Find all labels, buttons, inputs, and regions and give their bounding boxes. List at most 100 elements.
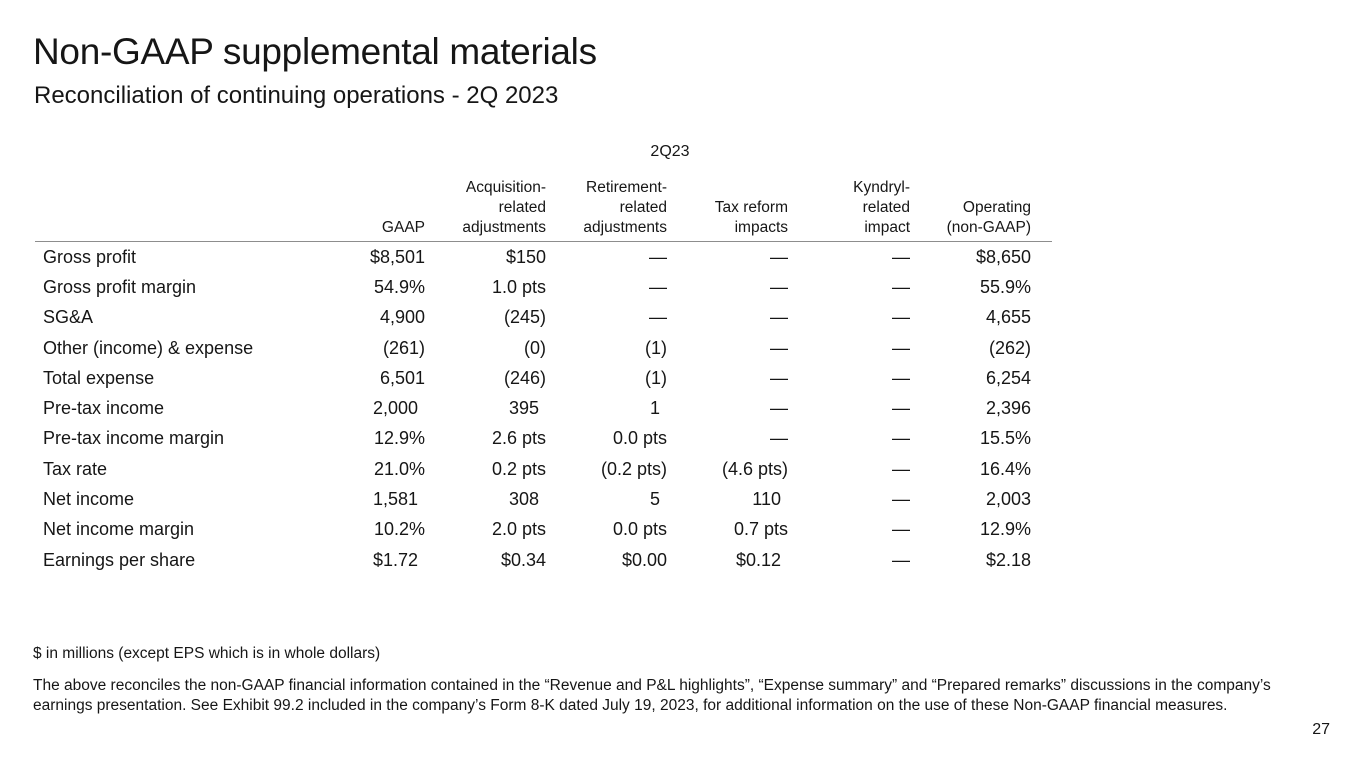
cell-operating: 6,254 (985, 367, 1031, 388)
disclaimer-text: The above reconciles the non-GAAP financ… (33, 677, 1271, 714)
cell-operating: 16.4% (979, 458, 1031, 479)
cell-tax-reform: $0.12 (735, 549, 781, 570)
cell-acquisition: $150 (505, 246, 546, 267)
cell-tax-reform: 110 (752, 489, 781, 510)
column-header-acquisition: Acquisition- related adjustments (446, 170, 567, 242)
cell-retirement: 0.0 pts (612, 428, 667, 449)
cell-tax-reform: 0.7 pts (733, 519, 788, 540)
cell-acquisition: (245) (503, 307, 546, 328)
cell-operating: 55.9% (979, 276, 1031, 297)
column-header-retirement: Retirement- related adjustments (567, 170, 688, 242)
cell-gaap: 10.2% (373, 519, 425, 540)
cell-retirement: (0.2 pts) (600, 458, 667, 479)
cell-gaap: 2,000 (372, 398, 418, 419)
cell-kyndryl: — (892, 398, 910, 419)
cell-retirement: — (649, 307, 667, 328)
row-label: Pre-tax income margin (43, 428, 225, 449)
cell-retirement: 0.0 pts (612, 519, 667, 540)
row-label: Gross profit (43, 246, 137, 267)
page-number: 27 (1312, 721, 1330, 738)
cell-operating: 12.9% (979, 519, 1031, 540)
column-header-label (35, 170, 330, 242)
table-row: SG&A 4,900 (245) — — — 4,655 (35, 303, 1052, 333)
cell-acquisition: 395 (508, 398, 539, 419)
cell-acquisition: 0.2 pts (491, 458, 546, 479)
cell-gaap: $8,501 (369, 246, 425, 267)
cell-kyndryl: — (892, 367, 910, 388)
table-header-row: GAAP Acquisition- related adjustments Re… (35, 170, 1052, 242)
cell-kyndryl: — (892, 519, 910, 540)
row-label: Net income margin (43, 519, 195, 540)
cell-acquisition: $0.34 (500, 549, 546, 570)
table-row: Earnings per share $1.72 $0.34 $0.00 $0.12 — $… (35, 545, 1052, 575)
table-row: Tax rate 21.0% 0.2 pts (0.2 pts) (4.6 pts) — 1… (35, 454, 1052, 484)
cell-gaap: 12.9% (373, 428, 425, 449)
row-label: Pre-tax income (43, 398, 165, 419)
cell-kyndryl: — (892, 276, 910, 297)
cell-kyndryl: — (892, 489, 910, 510)
cell-acquisition: 1.0 pts (491, 276, 546, 297)
cell-gaap: 1,581 (372, 489, 418, 510)
cell-gaap: 54.9% (373, 276, 425, 297)
table-row: Gross profit margin 54.9% 1.0 pts — — — 55.9% (35, 272, 1052, 302)
cell-acquisition: (0) (524, 337, 546, 358)
cell-tax-reform: — (770, 367, 788, 388)
cell-tax-reform: — (770, 307, 788, 328)
cell-tax-reform: — (770, 428, 788, 449)
cell-tax-reform: — (770, 398, 788, 419)
cell-retirement: — (649, 246, 667, 267)
cell-kyndryl: — (892, 458, 910, 479)
row-label: SG&A (43, 307, 94, 328)
column-header-operating: Operating (non-GAAP) (931, 170, 1052, 242)
table-row: Pre-tax income 2,000 395 1 — — 2,396 (35, 393, 1052, 423)
row-label: Tax rate (43, 458, 108, 479)
cell-retirement: 5 (649, 489, 660, 510)
cell-gaap: 21.0% (373, 458, 425, 479)
cell-acquisition: 308 (508, 489, 539, 510)
period-header: 2Q23 (650, 143, 690, 160)
cell-retirement: — (649, 276, 667, 297)
row-label: Net income (43, 489, 135, 510)
row-label: Earnings per share (43, 549, 196, 570)
units-note: $ in millions (except EPS which is in wh… (33, 645, 381, 662)
cell-tax-reform: — (770, 337, 788, 358)
cell-operating: 15.5% (979, 428, 1031, 449)
cell-operating: 4,655 (985, 307, 1031, 328)
cell-operating: 2,003 (985, 489, 1031, 510)
cell-retirement: (1) (645, 337, 667, 358)
cell-operating: $8,650 (975, 246, 1031, 267)
row-label: Other (income) & expense (43, 337, 254, 358)
column-header-kyndryl: Kyndryl- related impact (809, 170, 931, 242)
cell-retirement: 1 (649, 398, 660, 419)
cell-gaap: 6,501 (379, 367, 425, 388)
cell-retirement: (1) (645, 367, 667, 388)
cell-kyndryl: — (892, 428, 910, 449)
table-row: Other (income) & expense (261) (0) (1) — — (26… (35, 333, 1052, 363)
cell-retirement: $0.00 (621, 549, 667, 570)
cell-kyndryl: — (892, 337, 910, 358)
page-title: Non-GAAP supplemental materials (33, 31, 597, 72)
cell-operating: (262) (988, 337, 1031, 358)
cell-acquisition: (246) (503, 367, 546, 388)
column-header-gaap: GAAP (330, 170, 446, 242)
cell-gaap: (261) (382, 337, 425, 358)
cell-operating: $2.18 (985, 549, 1031, 570)
column-header-tax-reform: Tax reform impacts (688, 170, 809, 242)
table-row: Total expense 6,501 (246) (1) — — 6,254 (35, 363, 1052, 393)
cell-kyndryl: — (892, 549, 910, 570)
cell-tax-reform: — (770, 276, 788, 297)
cell-kyndryl: — (892, 307, 910, 328)
cell-tax-reform: (4.6 pts) (721, 458, 788, 479)
cell-gaap: 4,900 (379, 307, 425, 328)
row-label: Total expense (43, 367, 155, 388)
cell-acquisition: 2.6 pts (491, 428, 546, 449)
table-body: Gross profit $8,501 $150— — — $8,650 Gross pro… (35, 242, 1052, 576)
page-subtitle: Reconciliation of continuing operations … (34, 82, 559, 109)
table-row: Pre-tax income margin 12.9% 2.6 pts 0.0 pts… (35, 424, 1052, 454)
cell-acquisition: 2.0 pts (491, 519, 546, 540)
cell-kyndryl: — (892, 246, 910, 267)
cell-gaap: $1.72 (372, 549, 418, 570)
table-row: Gross profit $8,501 $150 — — — $8,650 (35, 242, 1052, 273)
reconciliation-table: GAAP Acquisition- related adjustments Re… (35, 170, 1052, 575)
cell-operating: 2,396 (985, 398, 1031, 419)
